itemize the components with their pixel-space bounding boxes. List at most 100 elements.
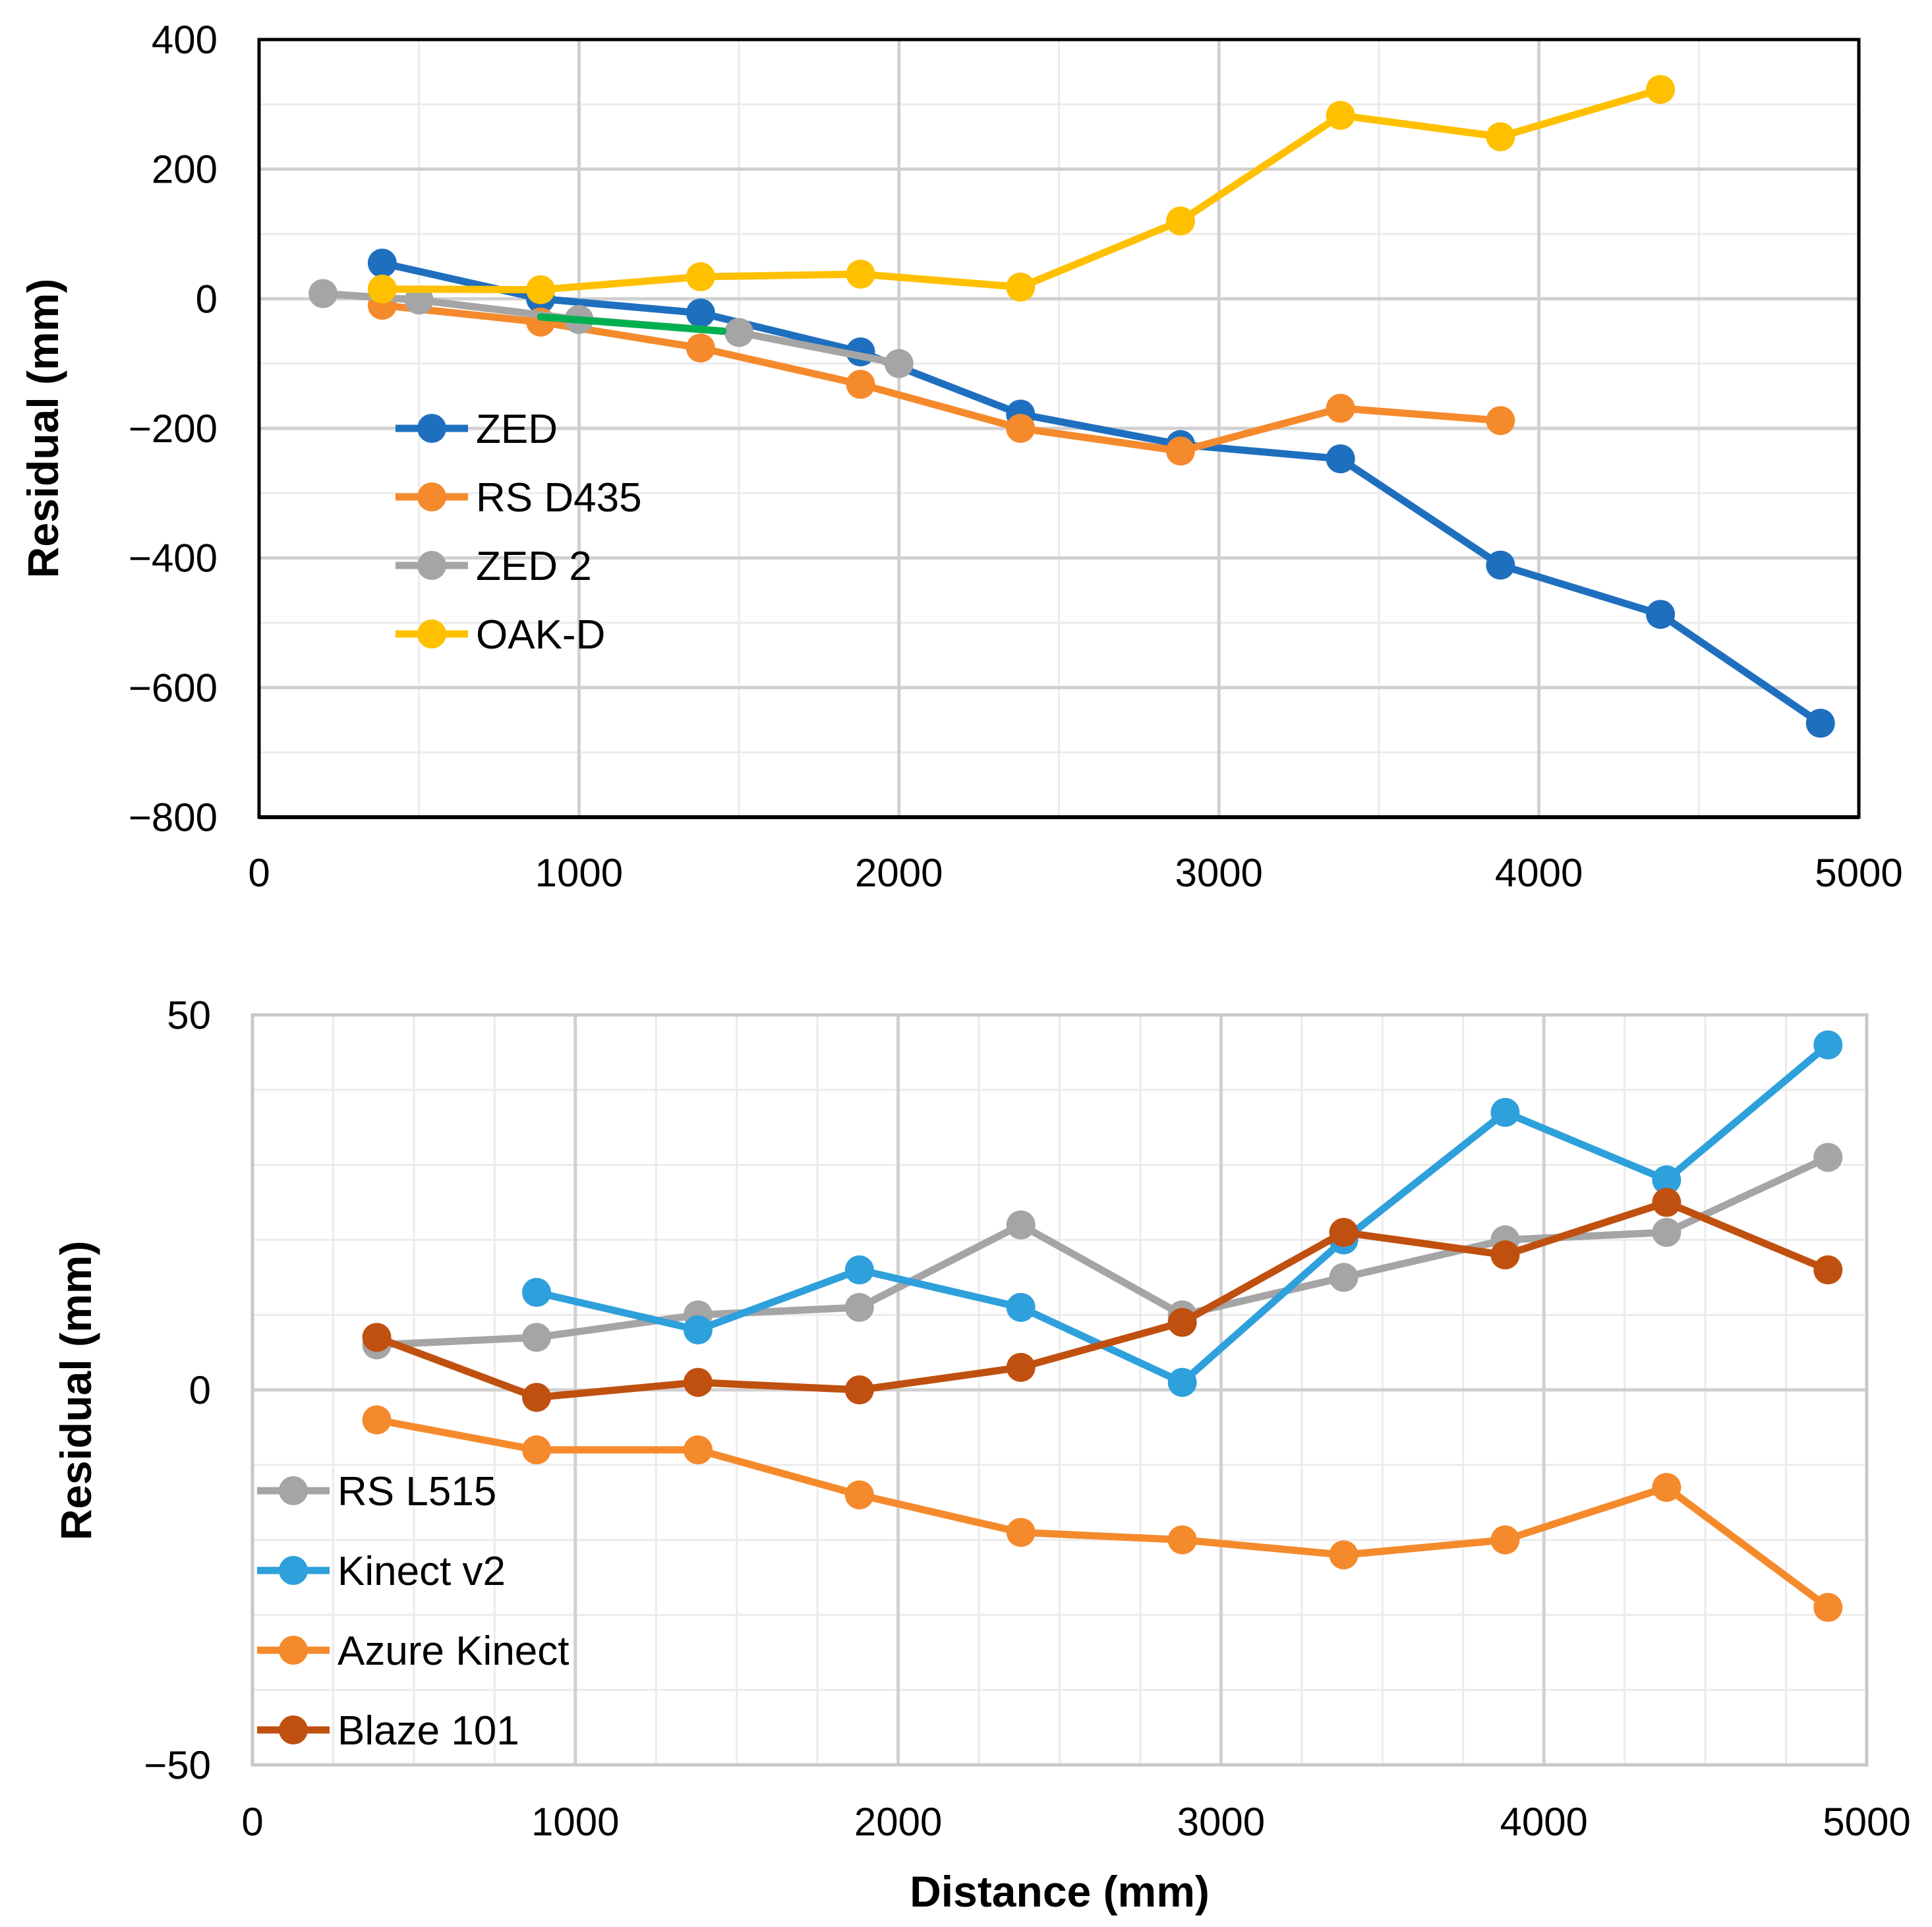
x-tick-label: 2000 — [855, 851, 943, 895]
data-point — [362, 1323, 392, 1352]
legend-swatch-marker — [279, 1715, 308, 1744]
residual-chart-top: 0 1000 2000 3000 4000 50004002000−200−400−600… — [18, 18, 1903, 895]
data-point — [844, 1375, 874, 1404]
series-kinect-v2 — [522, 1030, 1843, 1397]
legend-item: Azure Kinect — [257, 1628, 570, 1674]
x-axis-title: Distance (mm) — [910, 1867, 1210, 1916]
legend-item: Kinect v2 — [257, 1549, 506, 1594]
x-tick-label: 5000 — [1815, 851, 1902, 895]
legend-swatch-marker — [279, 1636, 308, 1665]
data-point — [1813, 1030, 1843, 1060]
legend-item: OAK-D — [395, 612, 605, 658]
data-point — [308, 279, 338, 308]
data-point — [1006, 1210, 1036, 1240]
x-tick-label: 1000 — [535, 851, 623, 895]
data-point — [683, 1315, 713, 1344]
series-rs-l515 — [362, 1143, 1843, 1360]
legend-label: RS L515 — [337, 1469, 496, 1514]
legend-item: Blaze 101 — [257, 1708, 519, 1754]
data-point — [846, 370, 875, 399]
data-point — [1813, 1593, 1843, 1623]
data-point — [367, 248, 397, 278]
data-point — [522, 1435, 552, 1465]
legend-swatch-marker — [417, 482, 446, 511]
data-point — [686, 298, 715, 328]
data-point — [683, 1367, 713, 1397]
data-point — [1646, 74, 1676, 104]
data-point — [1006, 414, 1036, 443]
x-tick-label: 0 — [241, 1800, 263, 1844]
data-point — [522, 1278, 552, 1308]
data-point — [522, 1383, 552, 1412]
legend: RS L515 Kinect v2 Azure Kinect Blaze 101 — [257, 1469, 570, 1754]
legend-swatch-marker — [417, 619, 446, 648]
data-point — [844, 1480, 874, 1510]
y-tick-label: 50 — [167, 993, 211, 1037]
data-point — [1486, 406, 1515, 436]
data-point — [1165, 436, 1195, 466]
legend-item: RS L515 — [257, 1469, 496, 1514]
data-point — [1006, 272, 1036, 302]
y-axis-title: Residual (mm) — [18, 279, 67, 579]
data-point — [1652, 1218, 1682, 1248]
data-point — [1167, 1525, 1197, 1555]
data-point — [1329, 1540, 1359, 1570]
data-point — [1006, 1292, 1036, 1322]
data-point — [1165, 206, 1195, 236]
y-tick-label: −50 — [144, 1743, 211, 1787]
data-point — [1652, 1188, 1682, 1217]
plot-area-border — [250, 1013, 1869, 1767]
data-point — [1167, 1367, 1197, 1397]
legend-label: Kinect v2 — [337, 1549, 506, 1594]
data-point — [1006, 1518, 1036, 1547]
x-tick-label: 4000 — [1500, 1800, 1587, 1844]
series-line — [378, 86, 1664, 294]
y-tick-label: −600 — [129, 666, 218, 710]
data-point — [1652, 1472, 1682, 1502]
data-point — [522, 1323, 552, 1352]
data-point — [686, 262, 715, 291]
data-point — [1329, 1263, 1359, 1292]
legend-item: ZED — [395, 407, 558, 452]
gridlines — [259, 40, 1859, 817]
legend-label: ZED — [476, 407, 558, 452]
legend-item: RS D435 — [395, 475, 642, 521]
data-point — [844, 1255, 874, 1284]
series-azure-kinect — [362, 1405, 1843, 1623]
data-point — [1486, 122, 1515, 152]
x-tick-label: 4000 — [1495, 851, 1583, 895]
y-tick-label: 200 — [152, 148, 218, 192]
data-point — [1329, 1218, 1359, 1248]
y-tick-label: −400 — [129, 536, 218, 581]
data-point — [1326, 393, 1355, 423]
data-point — [1006, 1352, 1036, 1382]
y-tick-label: −200 — [129, 407, 218, 451]
series-segment — [537, 313, 727, 335]
series-line — [537, 313, 727, 335]
legend-label: Blaze 101 — [337, 1708, 519, 1754]
data-point — [846, 259, 875, 289]
data-point — [844, 1292, 874, 1322]
x-tick-label: 3000 — [1177, 1800, 1265, 1844]
x-tick-label: 2000 — [854, 1800, 942, 1844]
x-tick-label: 0 — [248, 851, 270, 895]
data-point — [686, 333, 715, 363]
legend-item: ZED 2 — [395, 544, 592, 589]
data-point — [1813, 1143, 1843, 1172]
y-tick-label: 0 — [196, 277, 218, 321]
data-point — [724, 318, 754, 347]
series-oak-d — [367, 74, 1676, 304]
data-point — [1490, 1240, 1520, 1270]
gridlines — [252, 1015, 1867, 1765]
legend-swatch-marker — [279, 1556, 308, 1585]
legend-label: Azure Kinect — [337, 1628, 570, 1674]
data-point — [1652, 1165, 1682, 1195]
data-point — [362, 1405, 392, 1435]
series-line — [378, 259, 1825, 727]
y-axis-title: Residual (mm) — [51, 1241, 100, 1541]
legend-swatch-marker — [417, 414, 446, 443]
series-blaze-101 — [362, 1188, 1843, 1412]
data-point — [1813, 1255, 1843, 1284]
residual-chart-bottom: 0 1000 2000 3000 4000 5000 50 0 −50 Residual (mm)… — [51, 993, 1911, 1916]
